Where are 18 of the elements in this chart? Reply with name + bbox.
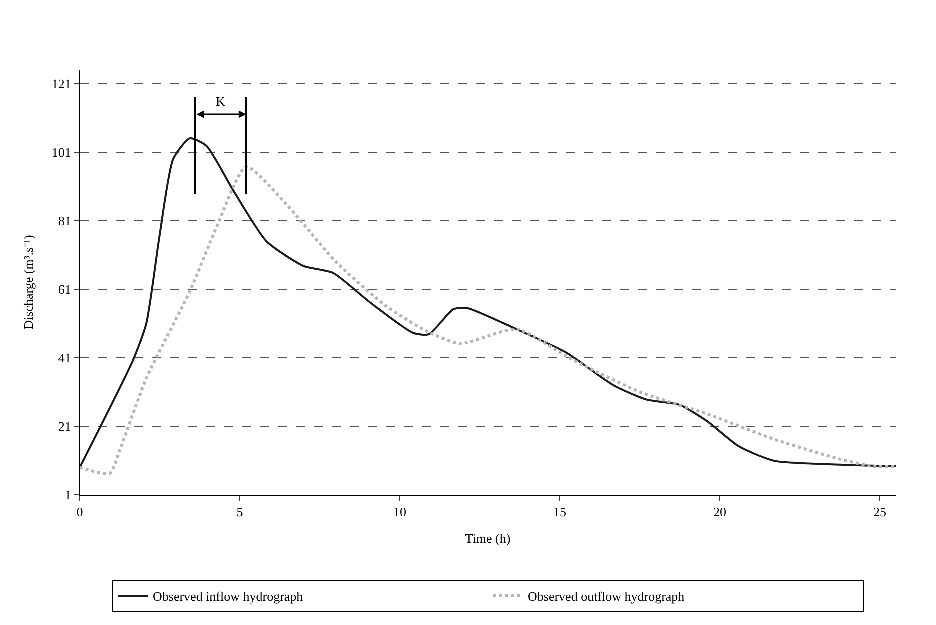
x-axis-title: Time (h) — [465, 531, 511, 546]
legend-label: Observed inflow hydrograph — [153, 589, 304, 604]
x-tick-label: 10 — [394, 504, 406, 520]
x-tick-label: 20 — [714, 504, 726, 520]
y-tick-label: 41 — [58, 350, 72, 366]
y-tick-label: 61 — [58, 282, 72, 297]
x-tick-label: 15 — [554, 504, 566, 520]
legend-label: Observed outflow hydrograph — [528, 589, 686, 604]
y-tick-label: 101 — [52, 144, 72, 160]
annotation: K — [216, 94, 226, 109]
y-tick-label: 21 — [58, 419, 72, 434]
x-tick-label: 0 — [76, 504, 84, 520]
y-tick-label: 81 — [58, 213, 72, 228]
y-tick-label: 1 — [64, 488, 72, 503]
y-axis-title: Discharge (m³.s⁻¹) — [20, 235, 36, 330]
x-tick-label: 5 — [236, 504, 244, 520]
y-tick-label: 121 — [52, 76, 72, 92]
x-tick-label: 25 — [874, 504, 886, 520]
